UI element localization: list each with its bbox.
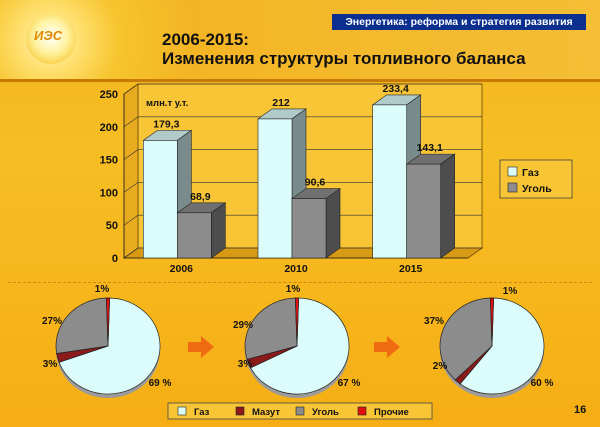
pie-legend-swatch bbox=[235, 406, 245, 416]
legend-swatch bbox=[507, 182, 518, 193]
pie-data-label: 3% bbox=[238, 359, 253, 370]
pie-data-label: 1% bbox=[503, 286, 518, 297]
bar-Газ bbox=[372, 104, 407, 259]
y-tick-label: 150 bbox=[100, 155, 118, 167]
pie-data-label: 1% bbox=[95, 284, 110, 295]
bar-data-label: 179,3 bbox=[153, 118, 179, 130]
logo-icon bbox=[26, 14, 76, 64]
gridline bbox=[123, 149, 482, 160]
y-tick-label: 0 bbox=[112, 253, 118, 265]
x-tick-label: 2006 bbox=[170, 263, 194, 275]
pie-slice-Прочие bbox=[490, 297, 494, 347]
bar-side bbox=[325, 187, 341, 259]
pie-data-label: 60 % bbox=[531, 378, 554, 389]
legend-label: Уголь bbox=[522, 183, 552, 195]
pie-data-label: 1% bbox=[286, 284, 301, 295]
pie-slice-Газ bbox=[250, 297, 350, 395]
x-tick-label: 2015 bbox=[399, 263, 423, 275]
pie-data-label: 37% bbox=[424, 316, 444, 327]
bar-Газ bbox=[257, 118, 293, 259]
banner: Энергетика: реформа и стратегия развития bbox=[332, 14, 586, 30]
pie-slice-Газ bbox=[459, 297, 545, 395]
pie-legend-label: Прочие bbox=[374, 407, 409, 418]
section-divider bbox=[8, 282, 592, 283]
bar-chart: 0 50 100 150 200 250 млн.т у.т. 179,3 68,9 2006 21… bbox=[100, 83, 573, 275]
gridline bbox=[123, 247, 482, 259]
gridline bbox=[123, 182, 482, 193]
pie-slice-Уголь bbox=[55, 297, 109, 354]
pie-legend-label: Мазут bbox=[252, 407, 280, 418]
y-tick-label: 50 bbox=[106, 220, 118, 232]
pie-legend-label: Уголь bbox=[312, 407, 339, 418]
page-number: 16 bbox=[574, 404, 587, 416]
bar-Газ bbox=[143, 140, 178, 259]
bar-data-label: 90,6 bbox=[305, 177, 326, 189]
y-tick-label: 100 bbox=[100, 187, 118, 199]
pie-legend-swatch bbox=[177, 406, 187, 416]
pie-data-label: 27% bbox=[42, 316, 62, 327]
gridline bbox=[123, 83, 482, 95]
pie-data-label: 3% bbox=[43, 359, 58, 370]
gridline bbox=[123, 116, 482, 128]
pie-legend-swatch bbox=[295, 406, 305, 416]
pie-legend-swatch bbox=[357, 406, 367, 416]
pie-slice-Уголь bbox=[244, 297, 298, 360]
pie-legend-label: Газ bbox=[194, 407, 210, 418]
pie-slice-Прочие bbox=[106, 297, 110, 347]
bar-side bbox=[440, 153, 455, 259]
plot-side-wall bbox=[123, 83, 139, 259]
y-tick-label: 200 bbox=[100, 122, 118, 134]
bar-data-label: 233,4 bbox=[383, 83, 409, 95]
bar-data-label: 143,1 bbox=[417, 142, 443, 154]
pie-data-label: 69 % bbox=[149, 378, 172, 389]
pie-slice-Прочие bbox=[295, 297, 299, 347]
pie-data-label: 29% bbox=[233, 320, 253, 331]
bar-data-label: 68,9 bbox=[190, 191, 211, 203]
arrow-right-icon bbox=[374, 336, 400, 358]
x-tick-label: 2010 bbox=[284, 263, 308, 275]
arrow-right-icon bbox=[188, 336, 214, 358]
bar-side bbox=[211, 202, 226, 259]
pie-charts: 69 % 3% 27% 1% 67 % 3% 29% 1% 60 % 2% 37% 1% Газ Мазу… bbox=[42, 284, 554, 420]
logo-text: ИЭС bbox=[34, 28, 63, 43]
pie-slice-Уголь bbox=[439, 297, 493, 381]
gridline bbox=[123, 214, 482, 226]
y-tick-label: 250 bbox=[100, 89, 118, 101]
bar-Уголь bbox=[406, 163, 441, 259]
page-title-line1: 2006-2015: bbox=[162, 30, 249, 49]
bar-Уголь bbox=[177, 212, 212, 259]
pie-data-label: 2% bbox=[433, 361, 448, 372]
pie-data-label: 67 % bbox=[338, 378, 361, 389]
y-axis-unit-label: млн.т у.т. bbox=[146, 98, 188, 109]
bar-data-label: 212 bbox=[272, 97, 290, 109]
legend-label: Газ bbox=[522, 167, 539, 179]
page-title-line2: Изменения структуры топливного баланса bbox=[162, 49, 526, 68]
header-divider bbox=[0, 79, 600, 82]
legend-swatch bbox=[507, 166, 518, 177]
pie-slice-Газ bbox=[58, 297, 161, 395]
header-band bbox=[0, 0, 600, 80]
bar-Уголь bbox=[291, 198, 327, 259]
